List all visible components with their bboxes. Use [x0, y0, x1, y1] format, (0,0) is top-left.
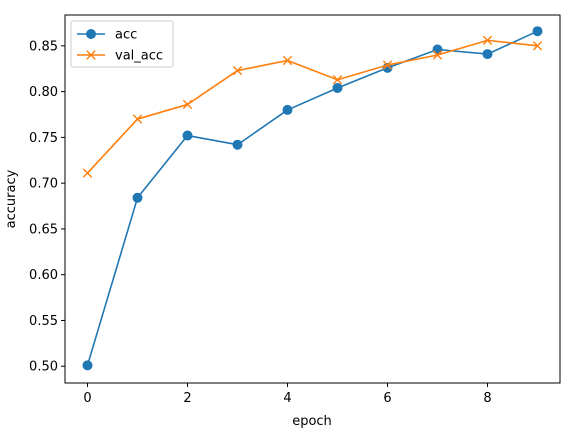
y-tick-label: 0.65 — [29, 222, 58, 237]
data-point-acc — [232, 139, 243, 150]
y-axis-label: accuracy — [4, 169, 19, 228]
x-tick-label: 2 — [183, 391, 191, 406]
data-point-acc — [332, 82, 343, 93]
legend-marker-acc — [86, 29, 96, 39]
y-tick-label: 0.70 — [29, 177, 58, 192]
data-point-val-acc — [282, 55, 293, 66]
data-point-acc — [482, 49, 493, 60]
data-point-val-acc — [532, 41, 543, 51]
x-tick-label: 6 — [383, 391, 391, 406]
axes-frame — [64, 14, 561, 384]
y-tick-label: 0.60 — [29, 268, 58, 283]
series-line-acc — [86, 30, 538, 366]
data-point-val-acc — [482, 35, 493, 46]
data-point-val-acc — [332, 75, 343, 85]
data-point-val-acc — [132, 114, 143, 124]
data-point-val-acc — [82, 168, 93, 178]
series-line-val-acc — [86, 39, 538, 174]
y-tick-label: 0.85 — [29, 39, 58, 54]
y-tick-label: 0.55 — [29, 314, 58, 329]
data-point-val-acc — [382, 60, 393, 70]
y-tick-label: 0.75 — [29, 131, 58, 146]
data-point-val-acc — [432, 50, 443, 60]
x-tick-label: 0 — [83, 391, 91, 406]
data-point-acc — [282, 104, 293, 115]
data-point-val-acc — [182, 99, 193, 110]
data-point-acc — [182, 130, 193, 141]
plot-area — [82, 26, 543, 371]
y-tick-label: 0.80 — [29, 85, 58, 100]
legend-label-val-acc: val_acc — [115, 49, 163, 64]
x-axis-label: epoch — [292, 414, 332, 429]
x-tick-label: 4 — [283, 391, 291, 406]
tick-layer: 0 2 4 6 8 0.50 0.55 0.60 0.65 0.70 0.75 0.80 0.85 — [29, 39, 492, 406]
legend: acc val_acc — [70, 20, 174, 68]
data-point-val-acc — [232, 65, 243, 76]
data-point-acc — [432, 44, 443, 55]
legend-label-acc: acc — [115, 28, 137, 43]
y-tick-label: 0.50 — [29, 360, 58, 375]
legend-marker-val-acc — [86, 50, 96, 60]
data-point-acc — [532, 26, 543, 37]
x-tick-label: 8 — [483, 391, 491, 406]
data-point-acc — [132, 192, 143, 203]
data-point-acc — [82, 360, 93, 371]
